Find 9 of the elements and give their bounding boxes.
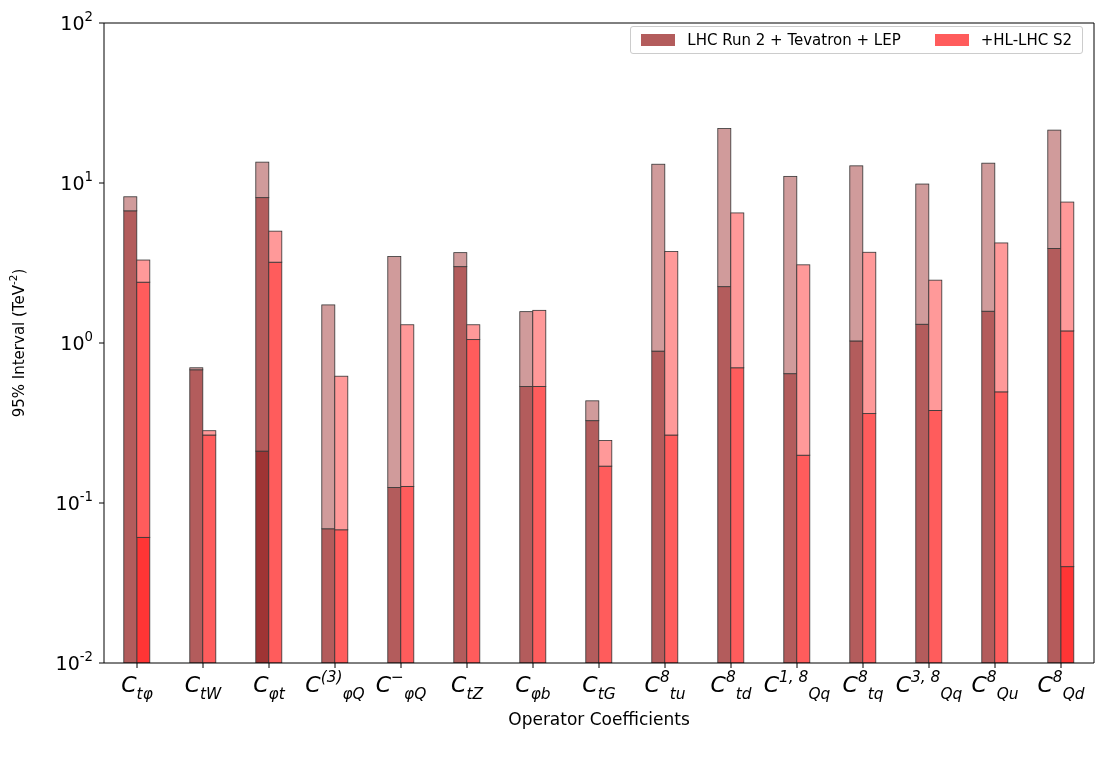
y-tick-label: 10$^{1}$ bbox=[60, 169, 93, 194]
y-tick-label: 10$^{2}$ bbox=[60, 9, 93, 34]
y-tick-label: 10$^{0}$ bbox=[60, 329, 93, 354]
y-tick-label: 10$^{-2}$ bbox=[55, 649, 93, 674]
x-axis-title: Operator Coefficients bbox=[508, 709, 690, 729]
legend-label: +HL-LHC S2 bbox=[980, 31, 1072, 49]
y-tick-label: 10$^{-1}$ bbox=[55, 489, 93, 514]
x-tick-label: C−φQ bbox=[375, 668, 427, 703]
legend-label: LHC Run 2 + Tevatron + LEP bbox=[687, 31, 901, 49]
